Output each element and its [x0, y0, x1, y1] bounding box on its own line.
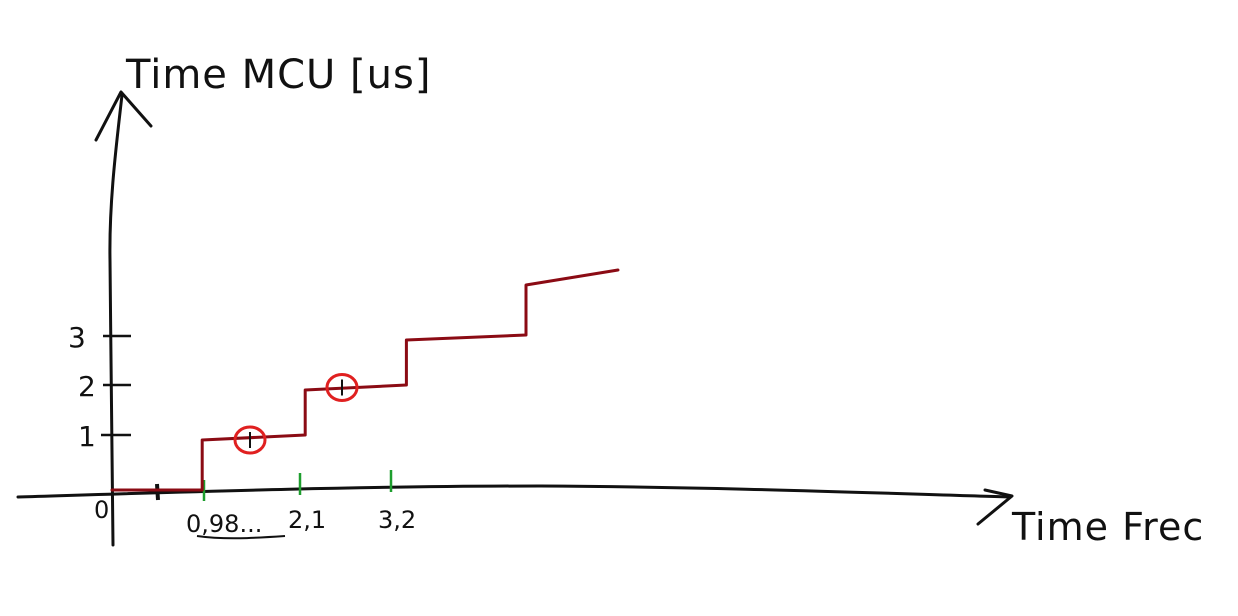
x-axis-arrow-icon — [976, 488, 1014, 526]
y-tick-label: 1 — [78, 420, 96, 453]
x-tick-label-underline — [196, 535, 286, 540]
highlight-circle-icon — [233, 425, 267, 455]
highlight-layer — [233, 373, 359, 455]
highlight-circle-icon — [325, 373, 359, 402]
highlighted-point — [325, 373, 359, 402]
x-tick-label: 3,2 — [378, 506, 416, 534]
origin-label: 0 — [94, 496, 109, 524]
x-tick-label: 2,1 — [288, 506, 326, 534]
highlighted-point — [233, 425, 267, 455]
y-tick-label: 2 — [78, 370, 96, 403]
y-axis-title: Time MCU [us] — [125, 52, 431, 98]
x-ticks: 0,98... 2,1 3,2 — [186, 470, 416, 540]
series-line — [110, 268, 620, 492]
x-axis-title: Time Frec — [1011, 505, 1204, 549]
x-tick-label: 0,98... — [186, 510, 262, 538]
series-layer — [110, 268, 620, 492]
y-ticks: 1 2 3 — [68, 321, 131, 453]
y-tick-label: 3 — [68, 321, 86, 354]
y-axis-line — [108, 93, 124, 547]
y-axis-arrow-icon — [94, 90, 153, 142]
x-axis-small-tick — [155, 483, 160, 501]
